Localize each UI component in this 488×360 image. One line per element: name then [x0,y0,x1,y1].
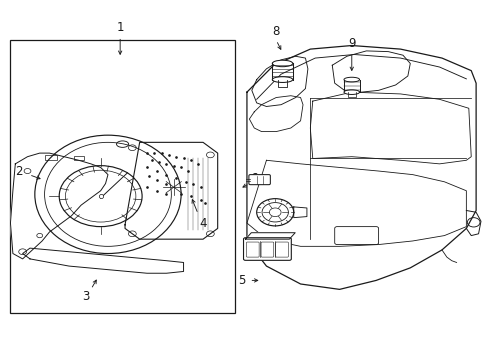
Text: 1: 1 [116,21,123,34]
Text: 3: 3 [82,290,89,303]
Polygon shape [22,248,183,273]
Ellipse shape [343,77,359,82]
Text: 6: 6 [250,172,258,185]
Polygon shape [246,45,475,289]
FancyBboxPatch shape [248,175,270,185]
Bar [44,155,57,160]
Text: 2: 2 [16,165,23,177]
Polygon shape [466,211,480,235]
Text: 5: 5 [238,274,245,287]
Polygon shape [125,142,217,239]
Bar [10,40,234,313]
Ellipse shape [272,77,292,82]
Ellipse shape [343,90,359,94]
Polygon shape [293,207,306,218]
Text: 8: 8 [272,25,279,38]
Text: 9: 9 [347,37,355,50]
Polygon shape [10,153,108,259]
FancyBboxPatch shape [243,238,291,260]
Bar [74,156,83,160]
Text: 4: 4 [199,216,206,230]
Text: 7: 7 [262,208,270,221]
Ellipse shape [272,60,292,67]
Circle shape [256,199,293,226]
Polygon shape [245,233,295,239]
